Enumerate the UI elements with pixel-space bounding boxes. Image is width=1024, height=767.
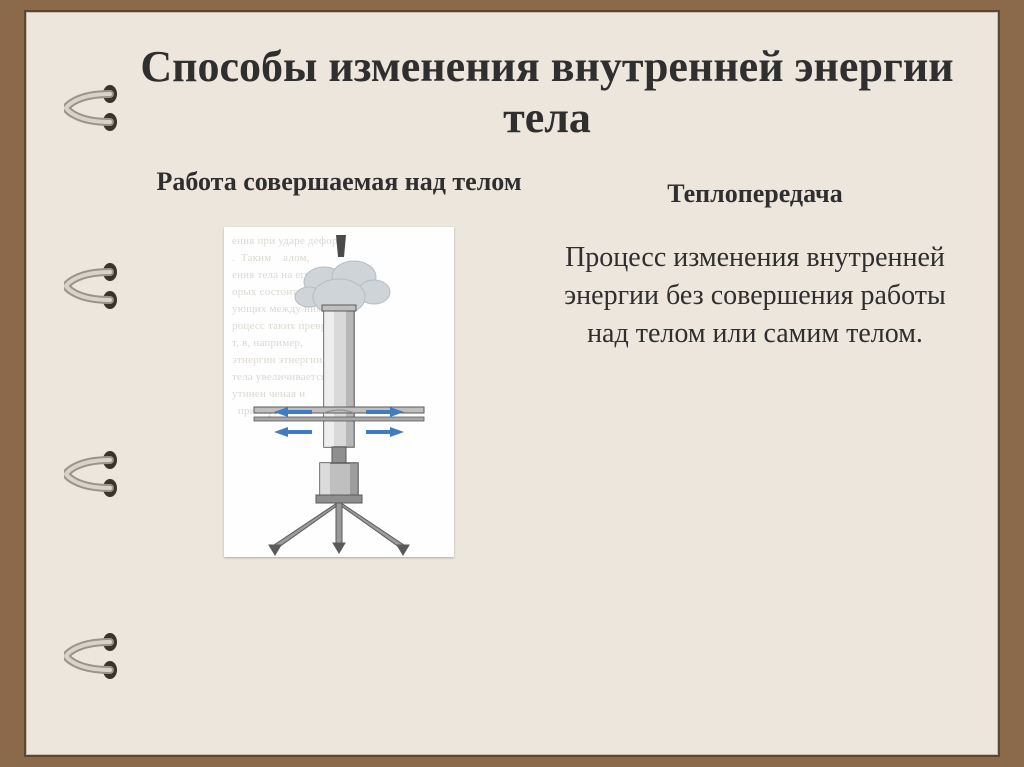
binding-ring: [64, 440, 120, 508]
spiral-binding: [64, 42, 124, 725]
right-column-body: Процесс изменения внутренней энергии без…: [552, 239, 958, 352]
slide-outer-frame: Способы изменения внутренней энергии тел…: [0, 0, 1024, 767]
apparatus-figure: ения при ударе дефор . Таким алом, ения …: [224, 227, 454, 557]
binding-ring: [64, 74, 120, 142]
left-column: Работа совершаемая над телом ения при уд…: [136, 161, 542, 557]
figure-container: ения при ударе дефор . Таким алом, ения …: [136, 227, 542, 557]
two-column-layout: Работа совершаемая над телом ения при уд…: [136, 161, 958, 557]
binding-ring: [64, 622, 120, 690]
left-column-heading: Работа совершаемая над телом: [136, 167, 542, 197]
right-column: Теплопередача Процесс изменения внутренн…: [552, 161, 958, 557]
right-column-heading: Теплопередача: [552, 179, 958, 209]
slide-title: Способы изменения внутренней энергии тел…: [136, 42, 958, 143]
binding-ring: [64, 252, 120, 320]
apparatus-svg: [224, 227, 454, 557]
slide-inner-panel: Способы изменения внутренней энергии тел…: [24, 10, 1000, 757]
content-area: Способы изменения внутренней энергии тел…: [136, 42, 958, 725]
